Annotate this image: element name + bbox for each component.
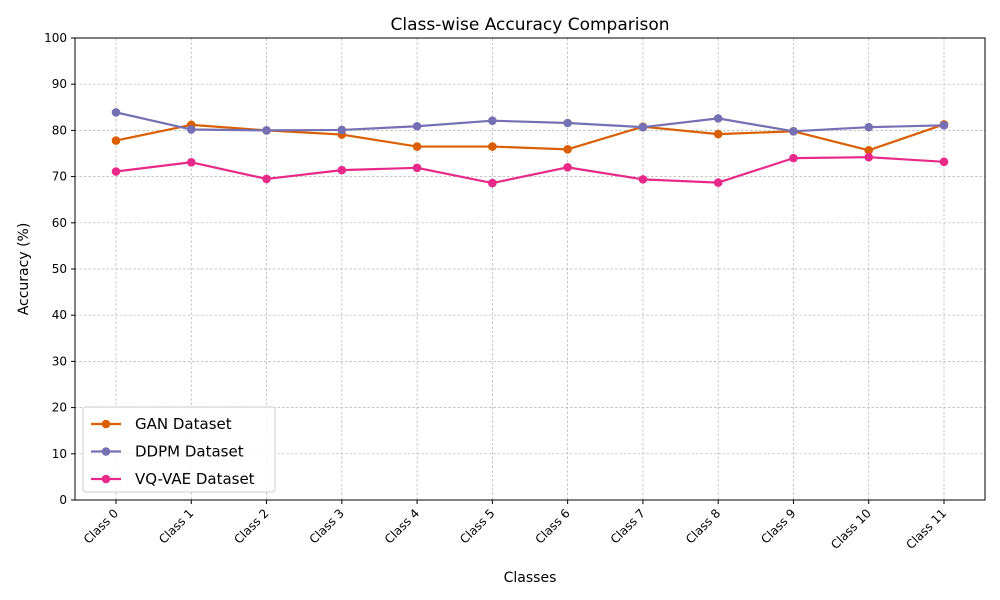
legend-item: GAN Dataset xyxy=(91,415,232,433)
x-tick-label: Class 0 xyxy=(81,506,121,546)
y-tick-label: 40 xyxy=(52,308,67,322)
x-tick-label: Class 5 xyxy=(457,506,497,546)
legend-label: DDPM Dataset xyxy=(135,443,244,461)
series-line xyxy=(115,156,945,185)
y-tick-label: 80 xyxy=(52,123,67,137)
data-point xyxy=(111,108,121,117)
data-point xyxy=(713,114,723,123)
data-point xyxy=(412,142,422,151)
series-line xyxy=(115,111,945,133)
data-point xyxy=(939,157,949,167)
data-point xyxy=(337,165,347,175)
x-tick-label: Class 3 xyxy=(307,506,347,546)
x-tick-label: Class 11 xyxy=(903,506,949,552)
legend-item: VQ-VAE Dataset xyxy=(91,470,255,488)
legend: GAN Dataset DDPM Dataset VQ-VAE Dataset xyxy=(82,406,276,493)
data-point xyxy=(864,122,874,132)
y-tick-label: 50 xyxy=(52,262,67,276)
data-point xyxy=(713,129,723,139)
data-point xyxy=(563,163,572,172)
x-tick-label: Class 4 xyxy=(382,506,422,546)
data-point xyxy=(412,121,422,131)
y-axis-title: Accuracy (%) xyxy=(16,223,32,316)
series-ddpm-dataset xyxy=(111,108,949,136)
series-vq-vae-dataset xyxy=(111,152,949,188)
data-point xyxy=(939,121,949,130)
legend-marker xyxy=(101,419,111,429)
data-point xyxy=(563,118,572,128)
y-tick-label: 30 xyxy=(52,354,67,368)
data-point xyxy=(488,142,497,151)
data-point xyxy=(789,153,798,163)
data-point xyxy=(262,126,271,135)
legend-label: VQ-VAE Dataset xyxy=(135,470,255,488)
x-tick-label: Class 9 xyxy=(758,506,798,546)
data-point xyxy=(111,136,121,145)
data-point xyxy=(864,145,874,155)
y-tick-label: 70 xyxy=(52,170,67,184)
legend-item: DDPM Dataset xyxy=(91,443,244,461)
data-point xyxy=(638,122,648,132)
data-point xyxy=(111,167,121,176)
y-tick-label: 20 xyxy=(52,401,67,415)
x-tick-label: Class 8 xyxy=(683,506,723,546)
x-tick-label: Class 6 xyxy=(532,506,572,546)
x-tick-label: Class 7 xyxy=(608,506,648,546)
x-axis-title: Classes xyxy=(504,570,557,586)
legend-marker xyxy=(101,474,111,484)
data-point xyxy=(713,178,723,187)
x-tick-label: Class 10 xyxy=(828,506,874,552)
legend-label: GAN Dataset xyxy=(135,415,232,433)
data-point xyxy=(488,116,497,125)
data-point xyxy=(186,157,196,167)
y-tick-label: 10 xyxy=(52,447,67,461)
data-point xyxy=(186,125,196,134)
series-gan-dataset xyxy=(111,120,949,155)
y-tick-label: 100 xyxy=(44,31,67,45)
data-point xyxy=(488,178,497,188)
data-point xyxy=(864,152,874,162)
legend-box xyxy=(82,406,276,493)
data-point xyxy=(262,174,271,184)
series-line xyxy=(115,123,945,152)
y-tick-label: 0 xyxy=(59,493,67,507)
data-point xyxy=(337,125,347,135)
data-point xyxy=(638,175,648,184)
data-point xyxy=(563,145,572,154)
chart-title: Class-wise Accuracy Comparison xyxy=(390,15,669,35)
data-point xyxy=(412,163,422,173)
x-tick-label: Class 1 xyxy=(156,506,196,546)
data-point xyxy=(789,127,798,136)
x-tick-label: Class 2 xyxy=(231,506,271,546)
series-layer xyxy=(111,108,949,188)
legend-marker xyxy=(101,447,111,456)
y-tick-label: 60 xyxy=(52,216,67,230)
y-tick-label: 90 xyxy=(52,77,67,91)
